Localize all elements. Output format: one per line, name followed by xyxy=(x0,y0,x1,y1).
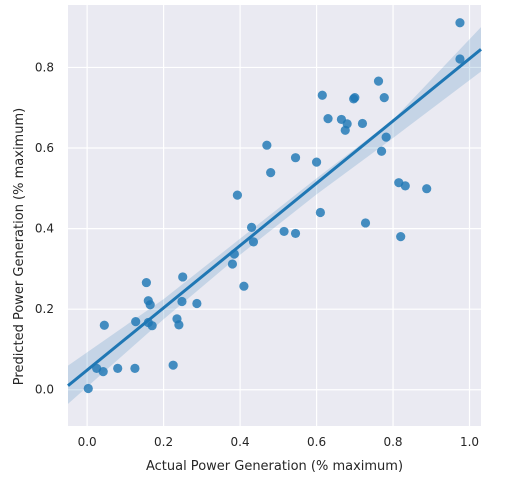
data-point xyxy=(168,360,178,370)
data-point xyxy=(178,272,188,282)
data-point xyxy=(266,167,276,178)
data-point xyxy=(422,184,432,194)
x-tick-label: 0.4 xyxy=(231,435,250,449)
data-point xyxy=(83,383,93,394)
data-point xyxy=(141,277,151,288)
data-point xyxy=(342,119,352,129)
data-point xyxy=(130,363,140,373)
x-tick-label: 0.2 xyxy=(154,435,173,449)
data-point xyxy=(317,90,327,100)
data-points xyxy=(83,18,465,394)
data-point xyxy=(379,93,389,103)
data-point xyxy=(290,228,301,239)
y-tick-label: 0.2 xyxy=(35,302,54,316)
data-point xyxy=(315,207,325,218)
x-tick-label: 0.8 xyxy=(383,435,402,449)
data-point xyxy=(248,237,259,247)
confidence-band xyxy=(68,27,481,404)
data-point xyxy=(246,222,257,232)
y-tick-label: 0.6 xyxy=(35,141,54,155)
data-point xyxy=(357,118,368,129)
regression-line-group xyxy=(67,48,482,387)
x-tick-labels: 0.0 0.2 0.4 0.6 0.8 1.0 xyxy=(78,435,480,449)
y-tick-label: 0.8 xyxy=(35,60,54,74)
confidence-band-group xyxy=(68,27,481,404)
data-point xyxy=(98,367,108,377)
data-point xyxy=(323,114,333,124)
data-point xyxy=(400,181,410,191)
data-point xyxy=(350,93,360,103)
data-point xyxy=(239,281,249,291)
data-point xyxy=(290,153,301,163)
data-point xyxy=(174,320,184,330)
data-point xyxy=(229,249,239,259)
data-point xyxy=(396,232,406,242)
data-point xyxy=(455,54,465,64)
data-point xyxy=(381,132,391,142)
y-tick-label: 0.0 xyxy=(35,383,54,397)
data-point xyxy=(311,157,322,167)
data-point xyxy=(113,363,123,373)
grid-lines xyxy=(68,5,481,426)
data-point xyxy=(131,317,141,327)
regression-line xyxy=(67,48,482,387)
data-point xyxy=(455,18,465,28)
x-tick-label: 0.0 xyxy=(78,435,97,449)
data-point xyxy=(373,76,384,86)
data-point xyxy=(262,140,272,150)
y-tick-labels: 0.0 0.2 0.4 0.6 0.8 xyxy=(35,60,54,396)
x-axis-title: Actual Power Generation (% maximum) xyxy=(146,459,403,474)
data-point xyxy=(360,218,371,228)
data-point xyxy=(99,320,109,330)
data-point xyxy=(232,190,243,200)
data-point xyxy=(192,298,202,309)
x-tick-label: 1.0 xyxy=(460,435,479,449)
plot-area xyxy=(68,5,481,426)
data-point xyxy=(376,146,387,156)
y-tick-label: 0.4 xyxy=(35,222,54,236)
y-axis-title: Predicted Power Generation (% maximum) xyxy=(12,108,27,385)
data-point xyxy=(279,226,289,237)
data-point xyxy=(177,296,187,307)
x-tick-label: 0.6 xyxy=(307,435,326,449)
data-point xyxy=(227,259,238,269)
data-point xyxy=(147,321,157,331)
data-point xyxy=(145,300,155,310)
